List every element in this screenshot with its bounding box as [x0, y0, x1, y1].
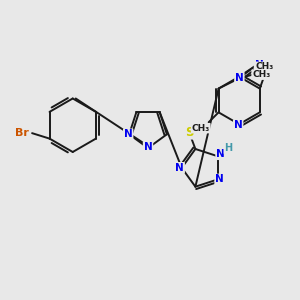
- Text: N: N: [216, 149, 225, 159]
- Text: H: H: [224, 143, 232, 153]
- Text: CH₃: CH₃: [256, 62, 274, 71]
- Text: N: N: [215, 175, 224, 184]
- Text: CH₃: CH₃: [192, 124, 210, 133]
- Text: S: S: [185, 126, 194, 139]
- Text: CH₃: CH₃: [252, 70, 270, 79]
- Text: N: N: [175, 163, 184, 173]
- Text: Br: Br: [15, 128, 29, 138]
- Text: N: N: [144, 142, 152, 152]
- Text: N: N: [234, 120, 243, 130]
- Text: N: N: [124, 129, 133, 139]
- Text: N: N: [255, 60, 263, 70]
- Text: N: N: [235, 73, 244, 83]
